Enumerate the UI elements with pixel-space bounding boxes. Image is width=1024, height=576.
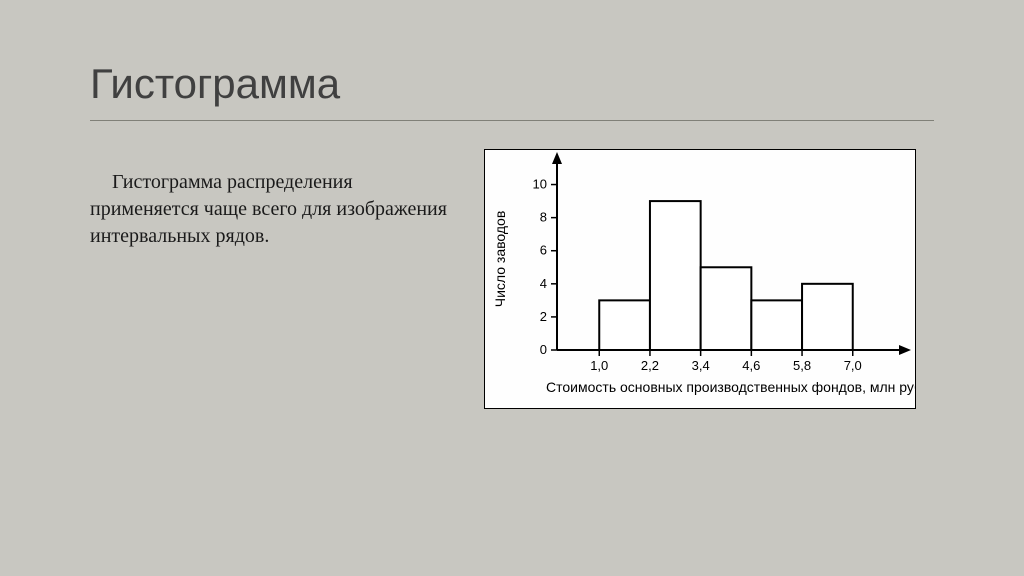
y-axis-arrow [552, 152, 562, 164]
description-text: Гистограмма распределения применяется ча… [90, 171, 447, 247]
description-paragraph: Гистограмма распределения применяется ча… [90, 169, 450, 250]
histogram-chart: 0 2 4 6 8 10 1,0 2,2 3,4 4,6 5,8 7,0 Число заводов Ст… [484, 149, 916, 409]
x-axis-label: Стоимость основных производственных фонд… [546, 379, 915, 395]
histogram-bar [802, 284, 853, 350]
y-axis-label: Число заводов [492, 211, 508, 308]
histogram-bar [701, 267, 752, 350]
x-tick-label: 7,0 [844, 358, 862, 373]
y-tick-label: 6 [540, 243, 547, 258]
y-tick-label: 0 [540, 342, 547, 357]
histogram-bar [650, 201, 701, 350]
histogram-bar [751, 300, 802, 350]
y-tick-label: 2 [540, 309, 547, 324]
x-tick-label: 1,0 [590, 358, 608, 373]
y-tick-label: 10 [533, 177, 547, 192]
y-tick-label: 8 [540, 210, 547, 225]
x-tick-label: 3,4 [692, 358, 710, 373]
title-divider [90, 120, 934, 121]
x-tick-label: 4,6 [742, 358, 760, 373]
slide: Гистограмма Гистограмма распределения пр… [0, 0, 1024, 576]
histogram-svg: 0 2 4 6 8 10 1,0 2,2 3,4 4,6 5,8 7,0 Число заводов Ст… [485, 150, 915, 410]
x-axis-arrow [899, 345, 911, 355]
x-tick-label: 2,2 [641, 358, 659, 373]
y-tick-label: 4 [540, 276, 547, 291]
page-title: Гистограмма [90, 60, 934, 108]
x-tick-label: 5,8 [793, 358, 811, 373]
histogram-bar [599, 300, 650, 350]
content-row: Гистограмма распределения применяется ча… [90, 149, 934, 409]
